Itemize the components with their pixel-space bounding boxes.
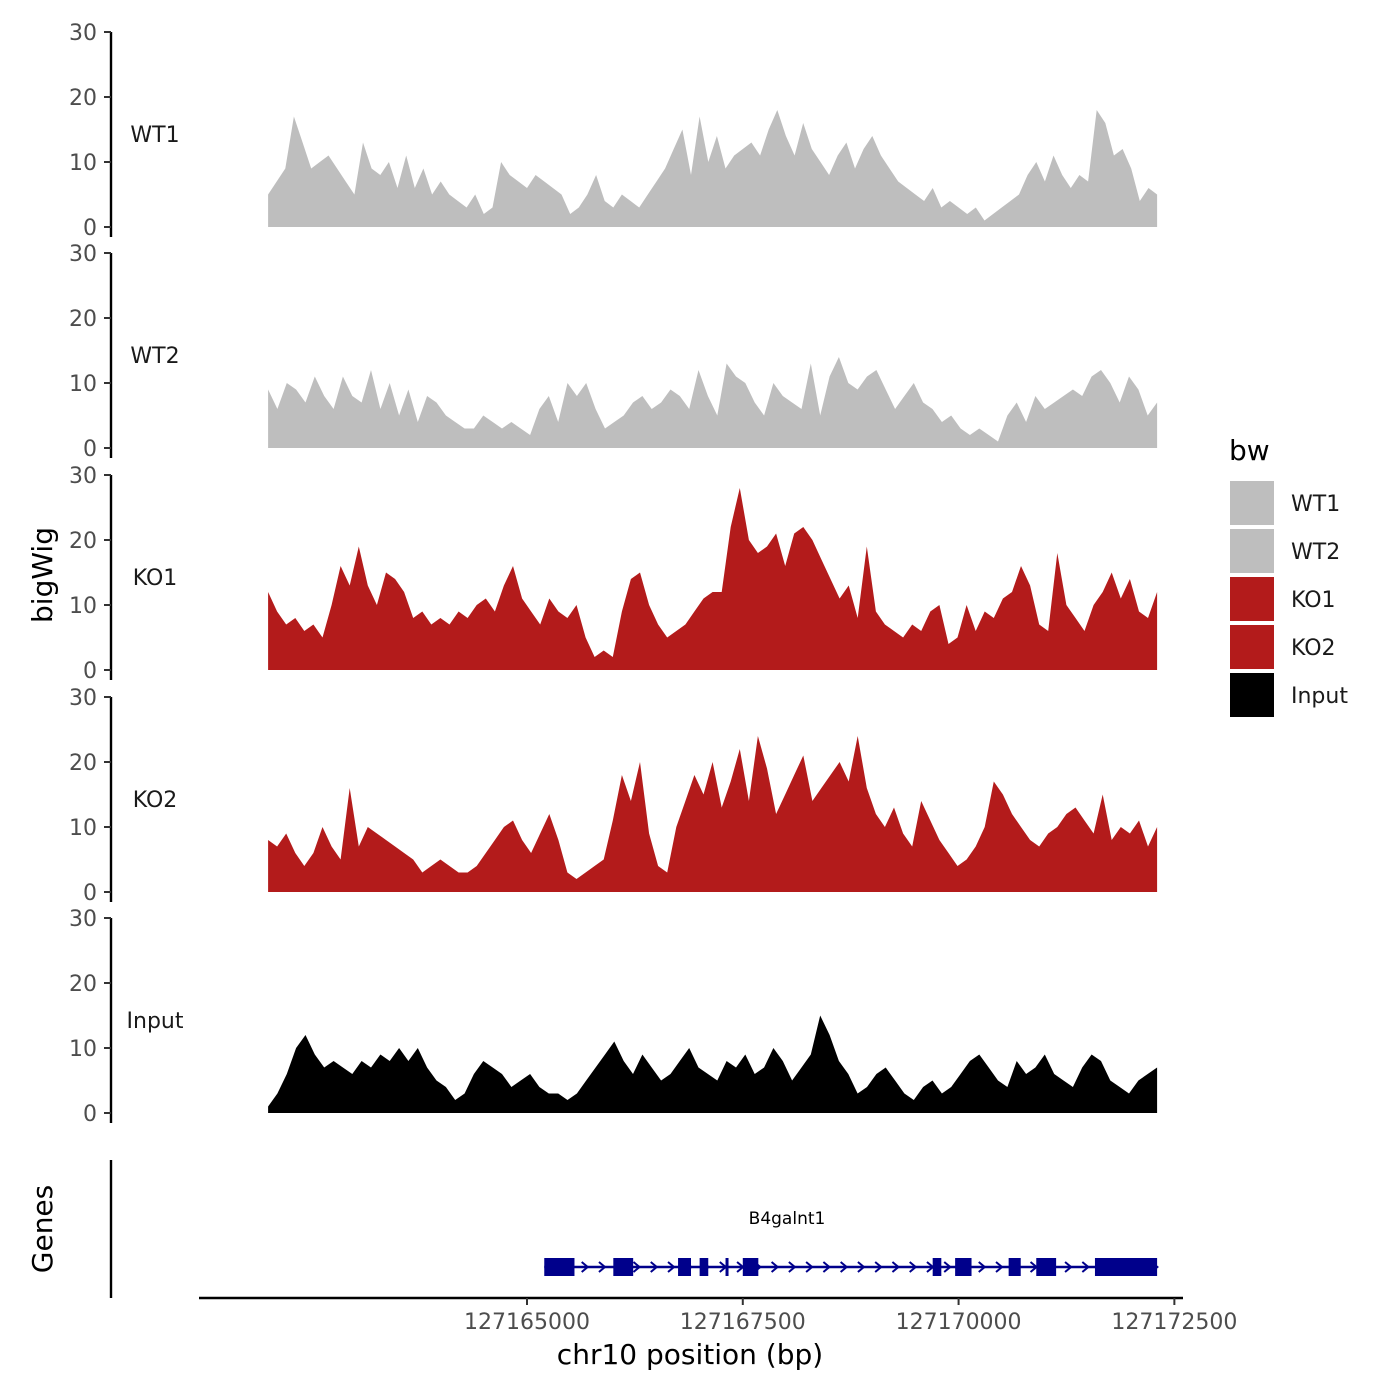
y-tick-label: 30 <box>69 464 97 489</box>
y-tick-label: 30 <box>69 907 97 932</box>
track-label: KO2 <box>133 788 178 813</box>
y-tick-label: 20 <box>69 751 97 776</box>
track-wt2: 0 10 20 30 WT2 <box>69 242 1158 462</box>
y-tick-label: 20 <box>69 972 97 997</box>
gene-exon <box>1094 1258 1158 1276</box>
strand-arrow <box>581 1261 590 1273</box>
signal-area-ko2 <box>268 736 1158 892</box>
signal-area-wt2 <box>268 357 1158 448</box>
gene-name-label: B4galnt1 <box>749 1209 826 1229</box>
strand-arrow <box>788 1261 797 1273</box>
y-tick-label: 10 <box>69 816 97 841</box>
signal-area-wt1 <box>268 110 1158 227</box>
track-ko1: 0 10 20 30 KO1 <box>69 464 1158 684</box>
y-tick-label: 20 <box>69 307 97 332</box>
y-tick-label: 0 <box>83 881 97 906</box>
gene-model <box>544 1258 1159 1276</box>
y-tick-label: 10 <box>69 594 97 619</box>
track-label: Input <box>127 1009 184 1034</box>
signal-area-ko1 <box>268 488 1158 670</box>
legend-label: WT1 <box>1291 492 1340 517</box>
y-tick-label: 10 <box>69 372 97 397</box>
legend-label: Input <box>1291 684 1348 709</box>
strand-arrow <box>1064 1261 1073 1273</box>
strand-arrow <box>632 1261 642 1273</box>
x-tick-label: 127167500 <box>680 1310 806 1335</box>
strand-arrow <box>995 1261 1004 1273</box>
strand-arrow <box>891 1261 900 1273</box>
gene-exon <box>699 1258 709 1276</box>
gene-exon <box>678 1258 691 1276</box>
strand-arrow <box>770 1261 780 1273</box>
strand-arrow <box>822 1261 831 1273</box>
legend-title: bw <box>1229 434 1270 467</box>
track-label: KO1 <box>133 566 178 591</box>
strand-arrow <box>1081 1261 1090 1273</box>
strand-arrow <box>874 1261 883 1273</box>
gene-exon <box>932 1258 942 1276</box>
gene-exon <box>1008 1258 1021 1276</box>
gene-exon <box>955 1258 972 1276</box>
signal-tracks: 0 10 20 30 WT1 0 10 20 30 WT2 0 10 20 30 KO1 0 10 20 30 KO2… <box>69 21 1158 1127</box>
signal-area-input <box>268 1015 1158 1113</box>
strand-arrow <box>857 1261 866 1273</box>
gene-exon <box>544 1258 575 1276</box>
y-tick-label: 0 <box>83 216 97 241</box>
y-tick-label: 0 <box>83 437 97 462</box>
x-axis: 127165000 127167500 127170000 127172500 <box>199 1296 1237 1335</box>
gene-exon <box>725 1258 729 1276</box>
y-tick-label: 0 <box>83 1102 97 1127</box>
legend-key-ko2 <box>1228 623 1276 671</box>
y-tick-label: 20 <box>69 529 97 554</box>
gene-exon <box>613 1258 634 1276</box>
strand-arrow <box>667 1261 676 1273</box>
legend: bw WT1 WT2 KO1 KO2 Input <box>1228 434 1348 719</box>
y-tick-label: 20 <box>69 86 97 111</box>
track-label: WT1 <box>130 123 179 148</box>
x-tick-label: 127165000 <box>464 1310 590 1335</box>
legend-key-wt2 <box>1228 527 1276 575</box>
gene-track: Genes B4galnt1 <box>26 1160 1159 1298</box>
y-tick-label: 30 <box>69 21 97 46</box>
track-wt1: 0 10 20 30 WT1 <box>69 21 1158 241</box>
x-axis-title: chr10 position (bp) <box>557 1338 823 1371</box>
y-axis-title: bigWig <box>26 527 59 623</box>
strand-arrow <box>978 1261 987 1273</box>
y-tick-label: 10 <box>69 151 97 176</box>
legend-label: KO1 <box>1291 588 1336 613</box>
strand-arrow <box>909 1261 918 1273</box>
strand-arrow <box>598 1261 607 1273</box>
legend-key-wt1 <box>1228 479 1276 527</box>
track-ko2: 0 10 20 30 KO2 <box>69 686 1158 906</box>
y-tick-label: 30 <box>69 242 97 267</box>
strand-arrow <box>943 1261 952 1273</box>
y-tick-label: 30 <box>69 686 97 711</box>
x-tick-label: 127172500 <box>1111 1310 1237 1335</box>
x-tick-label: 127170000 <box>896 1310 1022 1335</box>
legend-label: WT2 <box>1291 540 1340 565</box>
track-label: WT2 <box>130 344 179 369</box>
strand-arrow <box>840 1261 849 1273</box>
y-tick-label: 10 <box>69 1037 97 1062</box>
gene-exon <box>1036 1258 1057 1276</box>
legend-key-input <box>1228 671 1276 719</box>
track-input: 0 10 20 30 Input <box>69 907 1158 1127</box>
gene-exon <box>742 1258 759 1276</box>
legend-key-ko1 <box>1228 575 1276 623</box>
y-tick-label: 0 <box>83 659 97 684</box>
strand-arrow <box>650 1261 659 1273</box>
genes-axis-title: Genes <box>26 1185 59 1273</box>
strand-arrow <box>805 1261 814 1273</box>
legend-label: KO2 <box>1291 636 1336 661</box>
